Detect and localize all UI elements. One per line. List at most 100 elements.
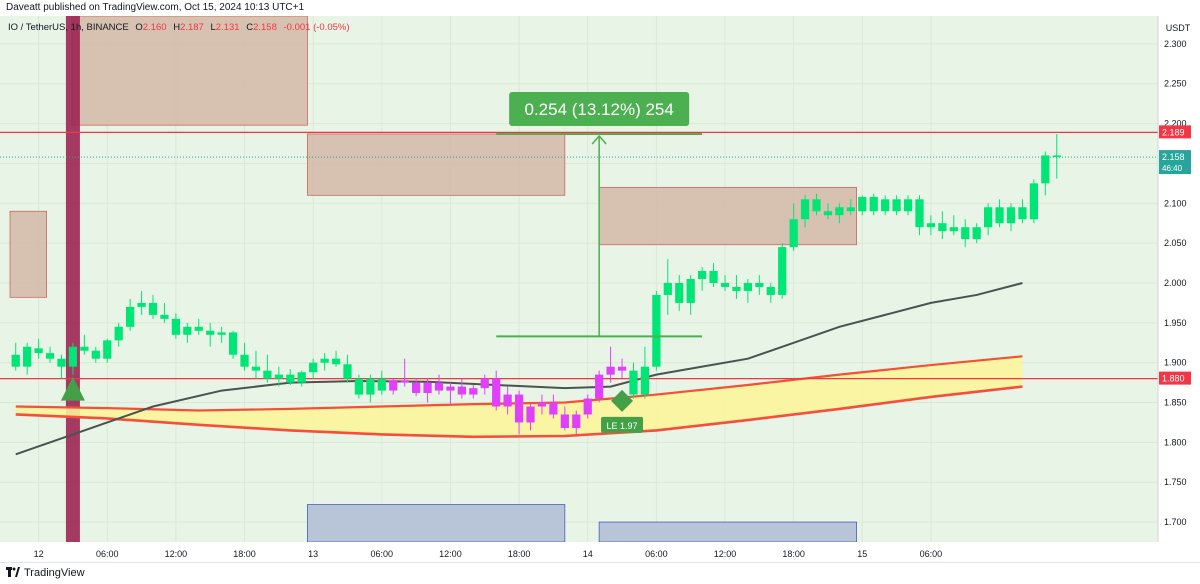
time-tick-label: 12 bbox=[34, 549, 44, 559]
candle-body bbox=[194, 326, 203, 331]
time-axis-separator bbox=[0, 542, 1200, 544]
supply-zone bbox=[9, 210, 48, 298]
price-tick-label: 1.950 bbox=[1164, 318, 1187, 328]
candle-body bbox=[331, 358, 341, 365]
candle-body bbox=[68, 346, 78, 367]
close-value: 2.158 bbox=[253, 22, 277, 33]
candle-body bbox=[274, 374, 283, 379]
candle-body bbox=[469, 388, 478, 395]
candle-body bbox=[675, 282, 684, 303]
symbol-legend: IO / TetherUS, 1h, BINANCE O2.160 H2.187… bbox=[8, 22, 354, 33]
current-price-tag bbox=[1159, 150, 1191, 175]
candle-body bbox=[961, 227, 970, 240]
supply-zone bbox=[307, 133, 566, 196]
price-tick-label: 2.250 bbox=[1164, 79, 1187, 89]
candle-body bbox=[492, 378, 501, 407]
candle-body bbox=[698, 271, 707, 279]
candle-body bbox=[926, 223, 936, 228]
close-label: C bbox=[246, 22, 254, 33]
price-tick-label: 1.700 bbox=[1164, 517, 1187, 527]
candle-body bbox=[766, 286, 775, 295]
candle-body bbox=[755, 282, 764, 287]
candle-body bbox=[686, 279, 695, 303]
long-entry-label-box bbox=[601, 416, 644, 433]
candle-body bbox=[251, 366, 261, 371]
candle-body bbox=[789, 219, 798, 248]
candle-body bbox=[549, 402, 558, 415]
candle-body bbox=[732, 286, 741, 291]
candle-body bbox=[995, 207, 1004, 224]
candle-body bbox=[652, 294, 661, 367]
candle-body bbox=[1029, 183, 1038, 220]
candle-body bbox=[148, 302, 158, 315]
price-axis-background bbox=[1158, 16, 1200, 544]
moving-average-red-line bbox=[15, 385, 1023, 439]
published-text: Daveatt published on TradingView.com, Oc… bbox=[6, 2, 305, 13]
low-value: 2.131 bbox=[215, 22, 240, 33]
candle-body bbox=[560, 414, 569, 429]
candle-body bbox=[892, 199, 901, 212]
current-price-tag-label: 2.158 bbox=[1162, 152, 1185, 162]
time-tick-label: 15 bbox=[857, 549, 867, 559]
candle-body bbox=[778, 247, 787, 295]
candle-body bbox=[389, 380, 398, 391]
price-tick-label: 2.300 bbox=[1164, 39, 1187, 49]
time-tick-label: 18:00 bbox=[233, 549, 256, 559]
candle-body bbox=[23, 346, 32, 367]
candle-body bbox=[812, 199, 821, 212]
candle-body bbox=[354, 378, 364, 395]
candle-body bbox=[57, 358, 66, 367]
candle-body bbox=[915, 199, 924, 228]
top-bar: Daveatt published on TradingView.com, Oc… bbox=[0, 0, 1200, 16]
candle-body bbox=[103, 340, 112, 359]
long-entry-label: LE 1.97 bbox=[607, 421, 638, 431]
open-label: O bbox=[135, 22, 143, 33]
tradingview-brand: TradingView bbox=[24, 567, 85, 579]
candle-body bbox=[412, 382, 421, 393]
measure-label-box bbox=[509, 91, 690, 126]
candle-body bbox=[640, 366, 650, 395]
tradingview-logo[interactable]: TradingView bbox=[6, 567, 85, 579]
candle-body bbox=[572, 414, 581, 429]
candle-body bbox=[846, 207, 855, 212]
candle-body bbox=[366, 378, 375, 395]
supply-zone bbox=[71, 15, 308, 126]
candle-body bbox=[34, 348, 43, 354]
time-axis-background bbox=[0, 544, 1200, 562]
candlestick-chart[interactable]: 0.254 (13.12%) 254 LE 1.97 USDT 2.300 2.250 2… bbox=[0, 15, 1200, 544]
candle-body bbox=[1018, 207, 1027, 220]
demand-zone bbox=[307, 504, 566, 543]
price-tick-label: 1.800 bbox=[1164, 437, 1187, 447]
candle-body bbox=[938, 223, 947, 232]
candle-body bbox=[835, 207, 844, 216]
price-line-tag-label: 1.880 bbox=[1162, 374, 1185, 384]
candle-body bbox=[286, 374, 295, 383]
time-tick-label: 06:00 bbox=[96, 549, 119, 559]
candle-body bbox=[377, 378, 386, 391]
candle-body bbox=[903, 199, 913, 212]
candle-body bbox=[480, 378, 489, 389]
time-tick-label: 13 bbox=[308, 549, 318, 559]
change-value: -0.001 (-0.05%) bbox=[283, 22, 350, 33]
price-tick-label: 2.050 bbox=[1164, 238, 1187, 248]
candle-body bbox=[949, 227, 958, 232]
candle-body bbox=[240, 354, 249, 367]
time-axis[interactable]: 12 06:00 12:00 18:00 13 06:00 12:00 18:00 14 06:0… bbox=[0, 544, 1200, 562]
candle-body bbox=[309, 362, 318, 373]
candle-body bbox=[858, 196, 867, 212]
candle-body bbox=[1006, 207, 1016, 224]
measure-arrow bbox=[591, 134, 607, 145]
candle-body bbox=[217, 332, 226, 335]
moving-average-dark-line bbox=[15, 282, 1023, 456]
chart-area[interactable]: 0.254 (13.12%) 254 LE 1.97 USDT 2.300 2.250 2… bbox=[0, 15, 1200, 544]
candle-body bbox=[595, 374, 604, 399]
price-tick-label: 1.900 bbox=[1164, 358, 1187, 368]
time-tick-label: 18:00 bbox=[782, 549, 805, 559]
candle-body bbox=[114, 326, 123, 341]
low-label: L bbox=[210, 22, 216, 33]
candle-body bbox=[183, 326, 192, 335]
candle-body bbox=[160, 314, 169, 319]
price-tick-label: 2.000 bbox=[1164, 278, 1187, 288]
candle-body bbox=[1052, 155, 1061, 158]
time-tick-label: 06:00 bbox=[371, 549, 394, 559]
